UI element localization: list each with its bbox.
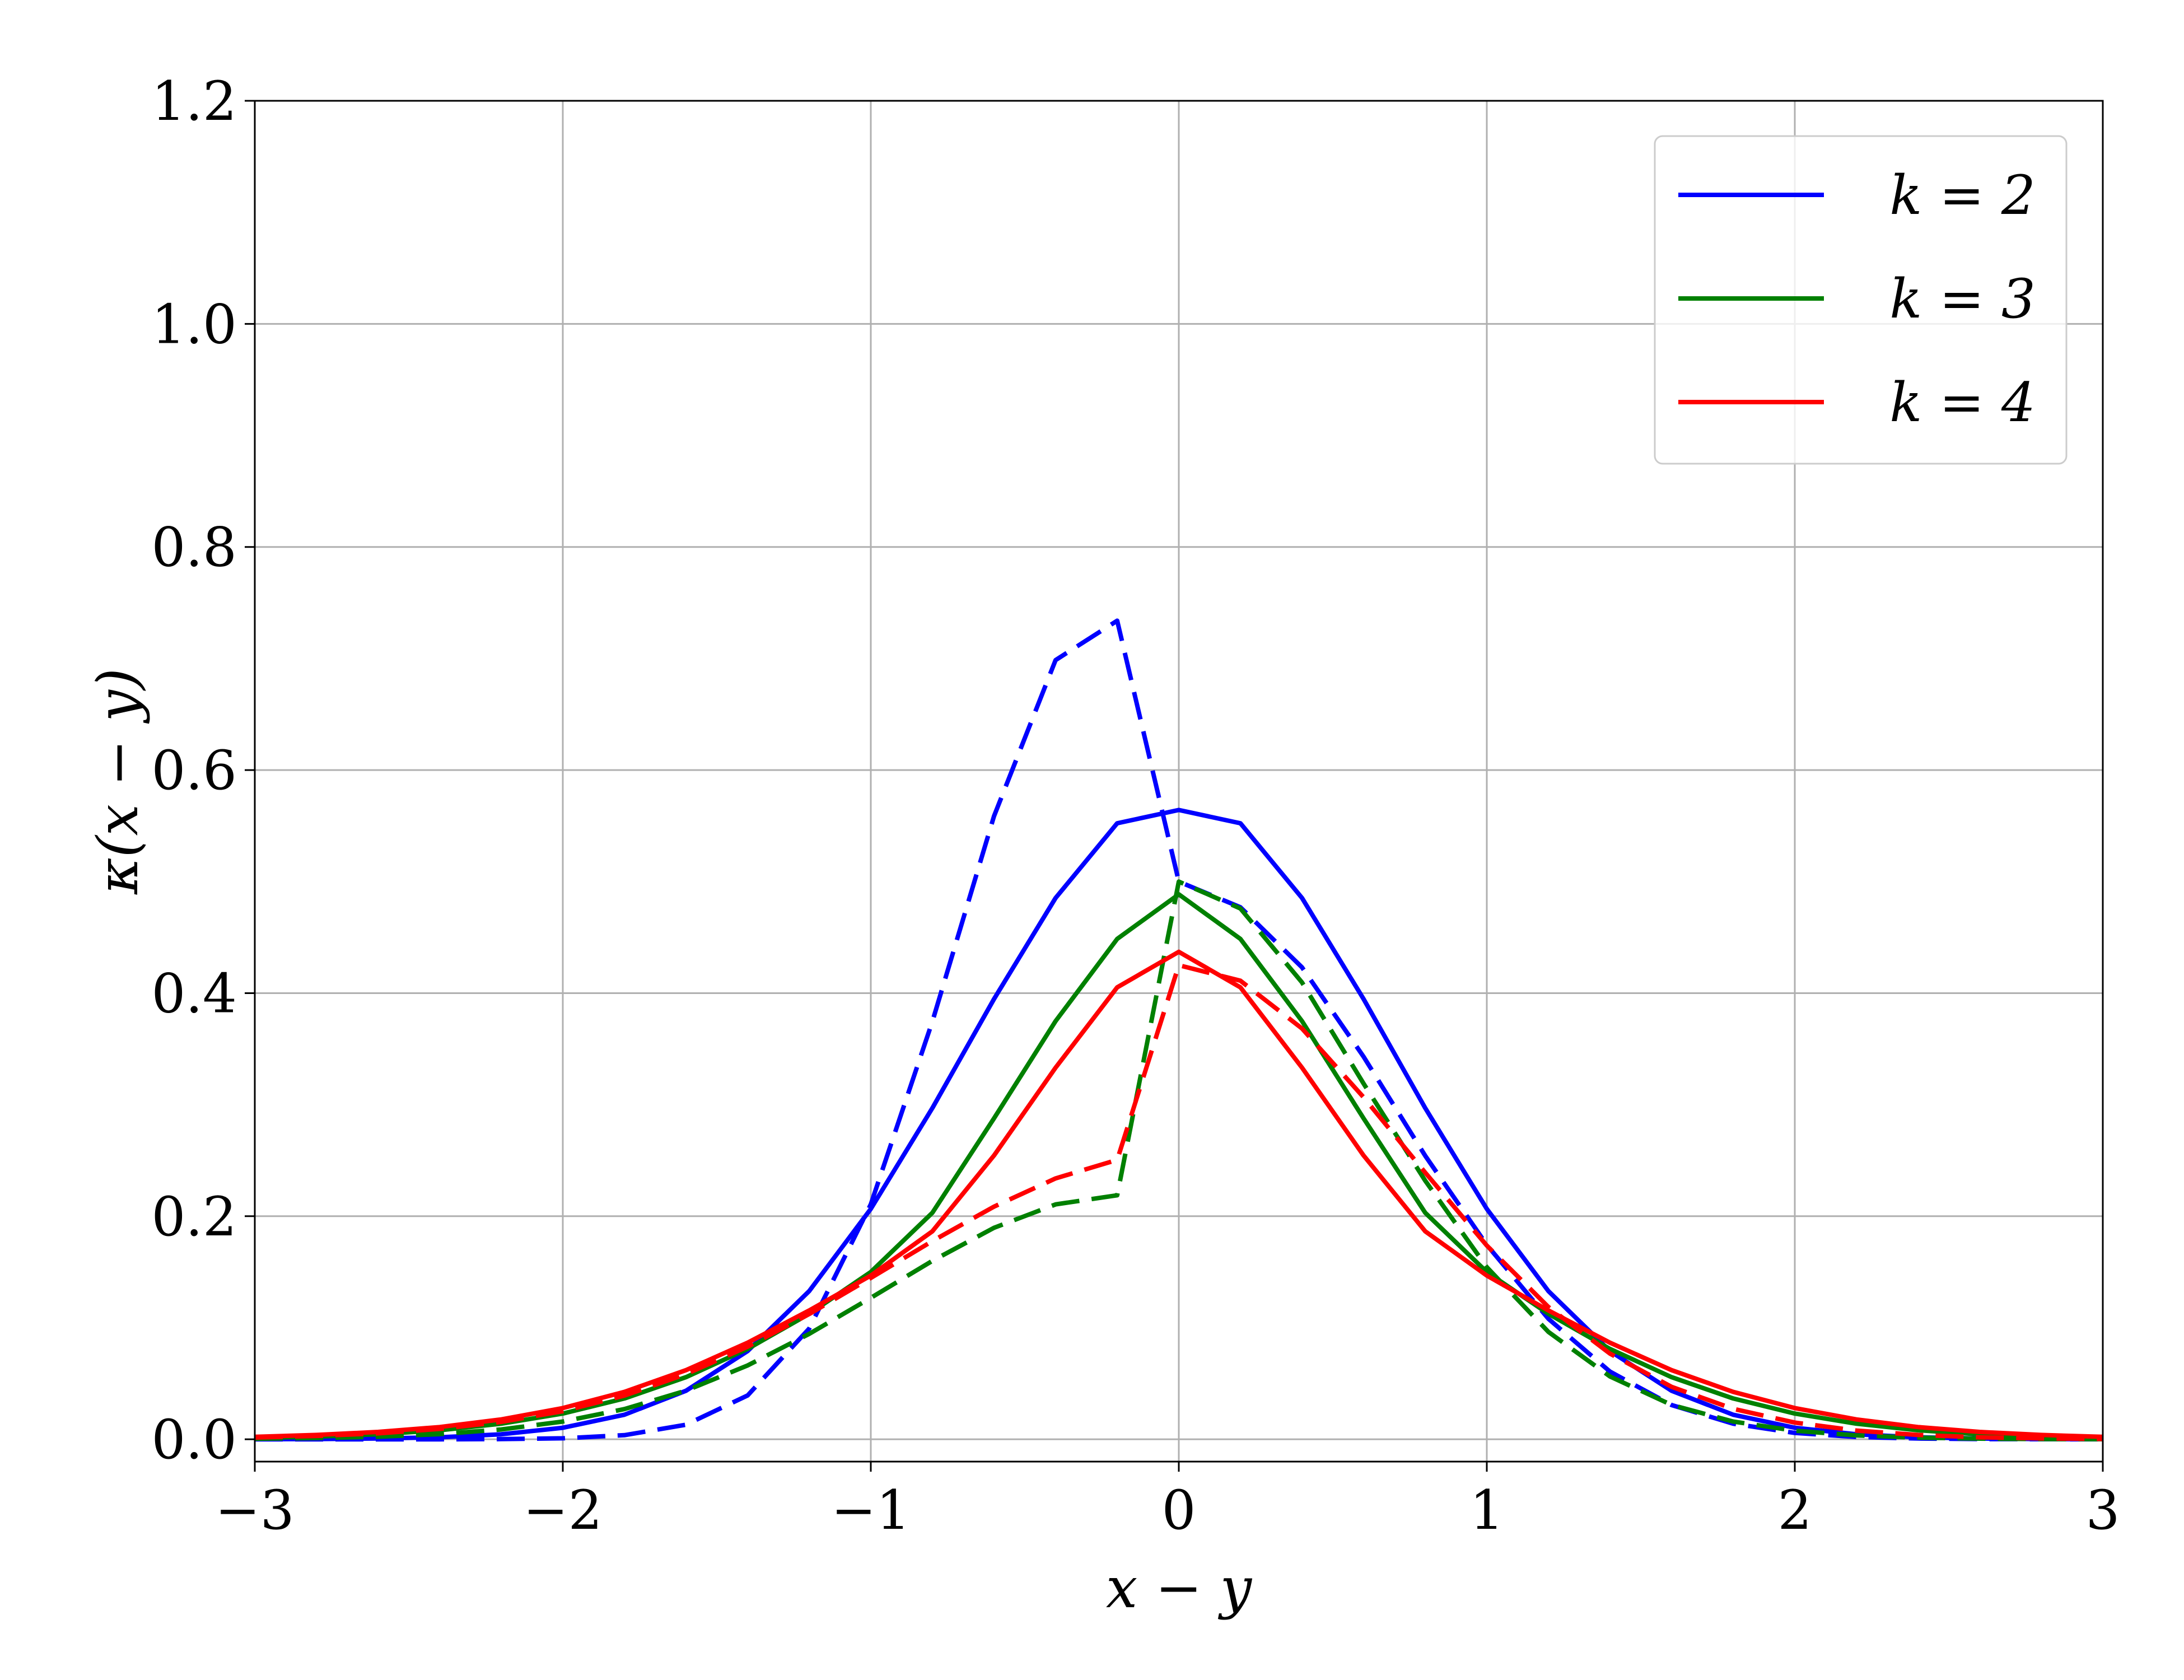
x-axis-label: x − y [1106,1555,1253,1621]
x-tick-label: −1 [831,1479,911,1542]
series-line-2 [255,618,2103,1442]
x-tick-label: −3 [215,1479,295,1542]
axis-ticks: −3 −2 −1 0 1 2 3 0.0 0.2 0.4 0.6 0.8 1.0 1.2 [151,70,2120,1542]
legend: k = 2 k = 3 k = 4 [1654,135,2068,465]
y-axis-label: κ(x − y) [85,668,151,895]
y-tick-label: 1.2 [151,70,237,133]
plot-curves [254,618,2103,1442]
series-line-5 [254,949,2103,1439]
x-tick-label: 0 [1161,1479,1196,1542]
x-tick-label: 2 [1777,1479,1812,1542]
y-tick-label: 0.2 [151,1186,237,1248]
x-tick-label: 1 [1469,1479,1504,1542]
legend-frame [1654,135,2068,465]
x-tick-label: −2 [523,1479,603,1542]
series-line-1 [254,808,2103,1441]
legend-label: k = 3 [1889,268,2036,330]
y-tick-label: 0.4 [151,962,237,1025]
x-tick-label: 3 [2085,1479,2120,1542]
legend-label: k = 2 [1889,164,2036,227]
series-line-3 [254,892,2103,1440]
y-tick-label: 0.6 [151,739,237,802]
legend-label: k = 4 [1889,371,2036,434]
y-tick-label: 1.0 [151,293,237,356]
y-tick-label: 0.8 [151,516,237,579]
y-tick-label: 0.0 [151,1408,237,1471]
series-line-6 [254,963,2103,1441]
series-line-4 [254,879,2103,1441]
